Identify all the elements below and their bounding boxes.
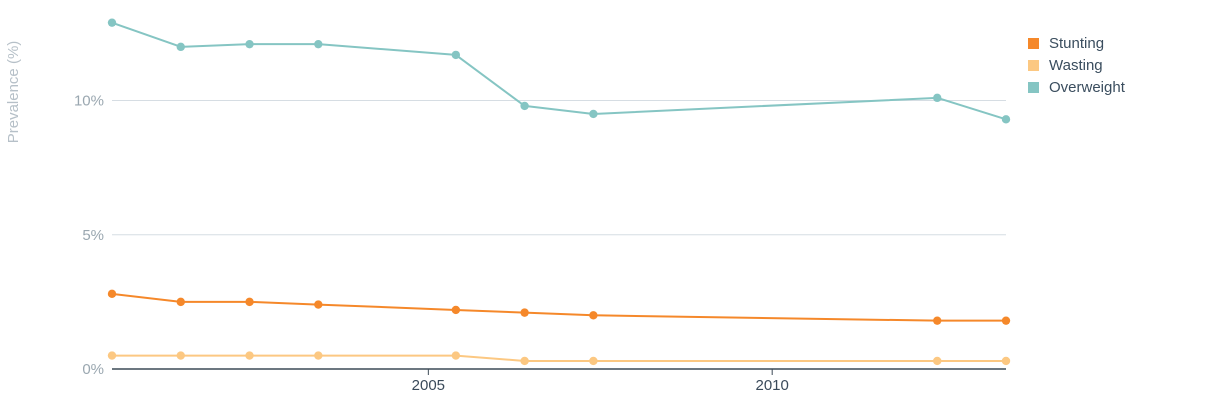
legend-swatch [1028, 59, 1039, 71]
legend-swatch [1028, 81, 1039, 93]
legend-swatch [1028, 37, 1039, 49]
grid [112, 100, 1006, 236]
series-group [107, 18, 1011, 366]
overweight-point[interactable] [314, 39, 323, 49]
stunting-point[interactable] [245, 297, 254, 307]
legend-label: Stunting [1049, 34, 1105, 52]
y-tick-label: 5% [82, 227, 104, 244]
overweight-point[interactable] [933, 93, 942, 103]
stunting-point[interactable] [589, 311, 598, 320]
overweight-line [111, 21, 1007, 121]
stunting-point[interactable] [933, 316, 942, 325]
legend-item-overweight[interactable]: Overweight [1028, 76, 1125, 98]
overweight-point[interactable] [520, 101, 529, 111]
stunting-point[interactable] [107, 289, 117, 299]
stunting-point[interactable] [520, 308, 529, 317]
wasting-point[interactable] [107, 351, 117, 360]
wasting-point[interactable] [176, 351, 185, 360]
series-wasting [107, 351, 1011, 366]
axes: 0% 5% 10% 2005 2010 [74, 93, 1006, 394]
stunting-line [111, 292, 1006, 322]
overweight-point[interactable] [589, 109, 598, 119]
wasting-point[interactable] [314, 351, 323, 360]
y-tick-label: 10% [74, 93, 104, 110]
wasting-point[interactable] [589, 356, 598, 366]
overweight-point[interactable] [1001, 115, 1011, 124]
overweight-point[interactable] [451, 50, 461, 60]
y-tick-label: 0% [82, 361, 104, 378]
wasting-point[interactable] [520, 356, 529, 366]
overweight-point[interactable] [245, 39, 254, 49]
series-stunting [107, 289, 1011, 325]
legend: Stunting Wasting Overweight [1028, 32, 1125, 98]
stunting-point[interactable] [1001, 316, 1011, 325]
x-tick-label: 2005 [412, 377, 445, 394]
wasting-point[interactable] [245, 351, 254, 360]
y-axis-label: Prevalence (%) [5, 41, 22, 144]
legend-item-stunting[interactable]: Stunting [1028, 32, 1125, 54]
stunting-point[interactable] [176, 297, 185, 307]
legend-item-wasting[interactable]: Wasting [1028, 54, 1125, 76]
wasting-point[interactable] [451, 351, 461, 360]
overweight-point[interactable] [176, 42, 185, 52]
stunting-point[interactable] [314, 300, 323, 309]
wasting-point[interactable] [1001, 356, 1011, 366]
legend-label: Overweight [1049, 78, 1125, 96]
wasting-point[interactable] [933, 356, 942, 366]
series-overweight [107, 18, 1011, 124]
stunting-point[interactable] [451, 305, 461, 315]
overweight-point[interactable] [107, 18, 117, 27]
x-tick-label: 2010 [755, 377, 788, 394]
legend-label: Wasting [1049, 56, 1103, 74]
